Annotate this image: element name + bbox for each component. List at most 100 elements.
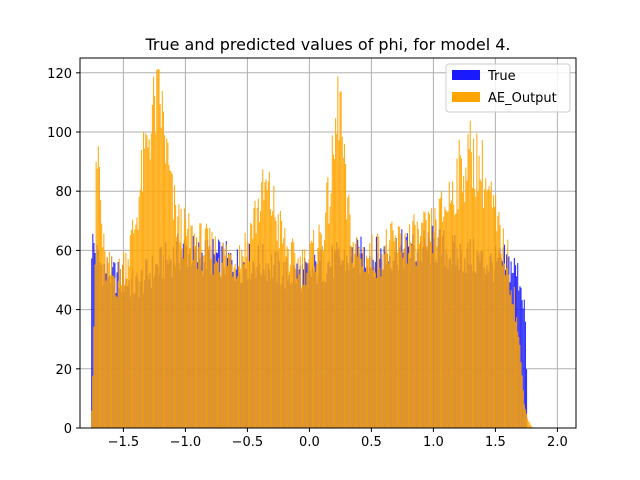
histogram-bar	[415, 265, 417, 428]
histogram-bar	[519, 345, 521, 428]
histogram-bar	[304, 249, 306, 428]
histogram-bar	[99, 200, 102, 428]
histogram-bar	[95, 161, 97, 428]
histogram-bar	[375, 277, 377, 428]
histogram-bar	[385, 229, 387, 428]
histogram-bar	[449, 203, 451, 428]
histogram-bar	[337, 76, 339, 429]
histogram-bar	[264, 182, 266, 428]
histogram-bar	[335, 118, 337, 429]
histogram-bar	[159, 104, 161, 428]
histogram-bar	[427, 211, 429, 428]
histogram-bar	[456, 158, 458, 428]
histogram-bar	[363, 271, 365, 428]
histogram-bar	[141, 192, 144, 428]
histogram-bar	[131, 219, 134, 428]
histogram-bar	[495, 194, 497, 428]
histogram-bar	[328, 223, 330, 428]
legend-swatch-ae-output	[452, 92, 480, 102]
histogram-bar	[169, 170, 171, 429]
histogram-bar	[312, 229, 315, 428]
histogram-bar	[300, 287, 302, 428]
histogram-bar	[511, 304, 513, 428]
histogram-bar	[501, 265, 503, 428]
histogram-bar	[92, 375, 94, 428]
histogram-bar	[400, 233, 402, 428]
histogram-bar	[189, 248, 191, 428]
histogram-bar	[241, 250, 243, 428]
histogram-bar	[284, 227, 286, 428]
histogram-bar	[316, 263, 318, 428]
histogram-bar	[395, 238, 397, 428]
histogram-bar	[181, 248, 183, 428]
histogram-bar	[298, 274, 300, 428]
histogram-bar	[308, 258, 310, 428]
histogram-bar	[280, 220, 283, 428]
histogram-bar	[344, 163, 347, 429]
histogram-bar	[368, 258, 370, 428]
histogram-bar	[225, 244, 227, 428]
histogram-bar	[257, 198, 259, 428]
histogram-bar	[460, 158, 462, 429]
histogram-bar	[499, 225, 501, 428]
histogram-bar	[378, 236, 380, 428]
histogram-bar	[429, 241, 432, 428]
histogram-bar	[423, 211, 425, 428]
histogram-bar	[523, 299, 525, 428]
histogram-bar	[373, 266, 375, 428]
histogram-bar	[482, 207, 485, 428]
histogram-bar	[219, 272, 221, 428]
histogram-bar	[432, 253, 434, 428]
histogram-bar	[272, 211, 274, 428]
histogram-bar	[374, 272, 376, 428]
histogram-bar	[150, 133, 152, 428]
histogram-bar	[234, 263, 236, 428]
histogram-bar	[133, 233, 135, 428]
histogram-bar	[411, 245, 413, 428]
histogram-bar	[214, 236, 216, 428]
histogram-bar	[367, 258, 369, 428]
histogram-bar	[149, 159, 151, 428]
histogram-bar	[273, 185, 275, 428]
histogram-bar	[188, 213, 190, 428]
histogram-bar	[442, 221, 444, 428]
histogram-bar	[502, 228, 504, 428]
histogram-bar	[468, 148, 470, 428]
x-tick-label: −0.5	[232, 435, 264, 450]
histogram-bar	[520, 362, 522, 428]
histogram-bar	[315, 271, 317, 428]
histogram-bar	[112, 275, 114, 428]
y-tick-label: 80	[55, 185, 72, 200]
histogram-bar	[349, 214, 351, 428]
histogram-bar	[125, 253, 127, 428]
series-ae-output	[91, 69, 533, 429]
histogram-bar	[207, 228, 209, 428]
histogram-bar	[226, 265, 229, 428]
histogram-bar	[148, 139, 150, 428]
histogram-bar	[109, 275, 112, 428]
histogram-bar	[118, 258, 120, 428]
histogram-bar	[106, 257, 108, 428]
histogram-bar	[450, 200, 453, 428]
histogram-bar	[255, 233, 257, 428]
histogram-bar	[279, 210, 281, 428]
histogram-bar	[146, 135, 148, 428]
histogram-bar	[470, 152, 472, 428]
histogram-bar	[134, 229, 136, 428]
histogram-bar	[360, 258, 362, 428]
plot-frame	[79, 57, 577, 429]
histogram-bar	[126, 278, 128, 428]
histogram-bar	[197, 268, 199, 428]
histogram-bar	[154, 95, 156, 429]
histogram-bar	[151, 104, 153, 428]
histogram-bar	[425, 220, 427, 428]
histogram-bar	[359, 253, 361, 428]
histogram-bar	[509, 294, 511, 428]
histogram-bar	[247, 243, 249, 428]
histogram-bar	[213, 263, 215, 428]
histogram-bar	[200, 223, 202, 428]
histogram-bar	[317, 248, 319, 428]
histogram-bar	[180, 208, 182, 428]
histogram-bar	[293, 242, 295, 428]
